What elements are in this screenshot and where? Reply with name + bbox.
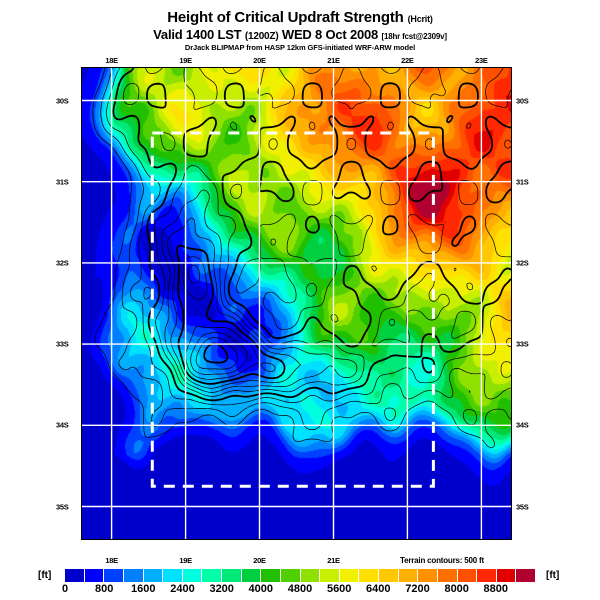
colorbar-tick-8000: 8000 bbox=[444, 583, 469, 595]
page-title: Height of Critical Updraft Strength (Hcr… bbox=[0, 9, 600, 26]
colorbar-swatch-10 bbox=[261, 569, 281, 582]
colorbar-unit-left: [ft] bbox=[38, 570, 52, 581]
right-lat-tick-31S: 31S bbox=[516, 177, 529, 187]
top-lon-tick-21E: 21E bbox=[327, 56, 340, 65]
colorbar-tick-0: 0 bbox=[61, 583, 69, 595]
colorbar-tick-2400: 2400 bbox=[170, 583, 195, 595]
colorbar-swatch-23 bbox=[516, 569, 535, 582]
colorbar-swatch-12 bbox=[300, 569, 321, 582]
colorbar-swatch-21 bbox=[477, 569, 497, 582]
valid-time-label: Valid 1400 LST bbox=[153, 27, 242, 42]
colorbar-tick-8800: 8800 bbox=[483, 583, 509, 595]
colorbar-swatch-13 bbox=[320, 569, 340, 582]
colorbar-swatch-14 bbox=[339, 569, 360, 582]
top-lon-tick-20E: 20E bbox=[253, 56, 266, 65]
colorbar-swatch-3 bbox=[123, 569, 144, 582]
title-main-suffix: (Hcrit) bbox=[407, 14, 433, 24]
right-lat-tick-30S: 30S bbox=[516, 96, 529, 105]
colorbar-tick-3200: 3200 bbox=[209, 583, 234, 595]
colorbar-tick-800: 800 bbox=[95, 583, 114, 595]
valid-date: WED 8 Oct 2008 bbox=[281, 27, 379, 42]
colorbar-swatch-17 bbox=[398, 569, 419, 582]
title-main-text: Height of Critical Updraft Strength bbox=[167, 9, 404, 26]
colorbar-swatch-5 bbox=[163, 569, 183, 582]
colorbar-swatch-11 bbox=[280, 569, 301, 582]
colorbar-tick-4000: 4000 bbox=[248, 583, 274, 595]
forecast-domain-box bbox=[150, 131, 435, 488]
top-lon-tick-18E: 18E bbox=[105, 56, 118, 65]
bottom-lon-tick-20E: 20E bbox=[253, 556, 266, 565]
colorbar-swatch-18 bbox=[418, 569, 438, 582]
colorbar-tick-6400: 6400 bbox=[366, 583, 391, 595]
colorbar-swatch-2 bbox=[104, 569, 124, 582]
top-lon-tick-19E: 19E bbox=[179, 56, 192, 65]
colorbar-swatch-6 bbox=[182, 569, 203, 582]
right-lat-tick-35S: 35S bbox=[516, 502, 529, 511]
map-plot-area bbox=[81, 67, 512, 540]
colorbar-swatch-15 bbox=[359, 569, 379, 582]
colorbar-tick-4800: 4800 bbox=[287, 583, 313, 595]
forecast-hour-stamp: [18hr fcst@2309v] bbox=[381, 32, 448, 41]
colorbar-unit-right: [ft] bbox=[546, 570, 560, 581]
left-lat-tick-35S: 35S bbox=[56, 502, 69, 511]
colorbar-tick-5600: 5600 bbox=[326, 583, 352, 595]
left-lat-tick-34S: 34S bbox=[56, 420, 69, 430]
colorbar-swatch-20 bbox=[457, 569, 478, 582]
right-lat-tick-32S: 32S bbox=[516, 258, 529, 268]
colorbar-swatch-8 bbox=[222, 569, 242, 582]
title-valid-time: Valid 1400 LST (1200Z) WED 8 Oct 2008 [1… bbox=[0, 27, 600, 42]
colorbar-swatch-0 bbox=[65, 569, 85, 582]
colorbar-swatch-7 bbox=[202, 569, 222, 582]
left-lat-tick-30S: 30S bbox=[56, 96, 69, 105]
colorbar-swatch-22 bbox=[496, 569, 517, 582]
bottom-lon-tick-19E: 19E bbox=[179, 556, 192, 565]
colorbar-tick-7200: 7200 bbox=[405, 583, 430, 595]
colorbar-swatch-1 bbox=[84, 569, 105, 582]
terrain-contour-note: Terrain contours: 500 ft bbox=[400, 556, 484, 565]
colorbar-tick-1600: 1600 bbox=[131, 583, 156, 595]
left-lat-tick-32S: 32S bbox=[56, 258, 69, 268]
valid-time-utc: (1200Z) bbox=[244, 31, 279, 42]
top-lon-tick-22E: 22E bbox=[401, 56, 414, 65]
right-lat-tick-33S: 33S bbox=[516, 339, 529, 349]
colorbar-swatch-9 bbox=[241, 569, 262, 582]
top-lon-tick-23E: 23E bbox=[475, 56, 488, 65]
model-source-line: DrJack BLIPMAP from HASP 12km GFS-initia… bbox=[184, 43, 416, 52]
colorbar bbox=[65, 569, 535, 582]
colorbar-swatch-16 bbox=[379, 569, 399, 582]
colorbar-swatch-4 bbox=[143, 569, 164, 582]
left-lat-tick-33S: 33S bbox=[56, 339, 69, 349]
right-lat-tick-34S: 34S bbox=[516, 420, 529, 430]
bottom-lon-tick-18E: 18E bbox=[105, 556, 118, 565]
bottom-lon-tick-21E: 21E bbox=[327, 556, 340, 565]
latlon-graticule bbox=[82, 68, 511, 539]
colorbar-swatch-19 bbox=[437, 569, 458, 582]
left-lat-tick-31S: 31S bbox=[56, 177, 69, 187]
terrain-contour-overlay bbox=[92, 68, 511, 449]
